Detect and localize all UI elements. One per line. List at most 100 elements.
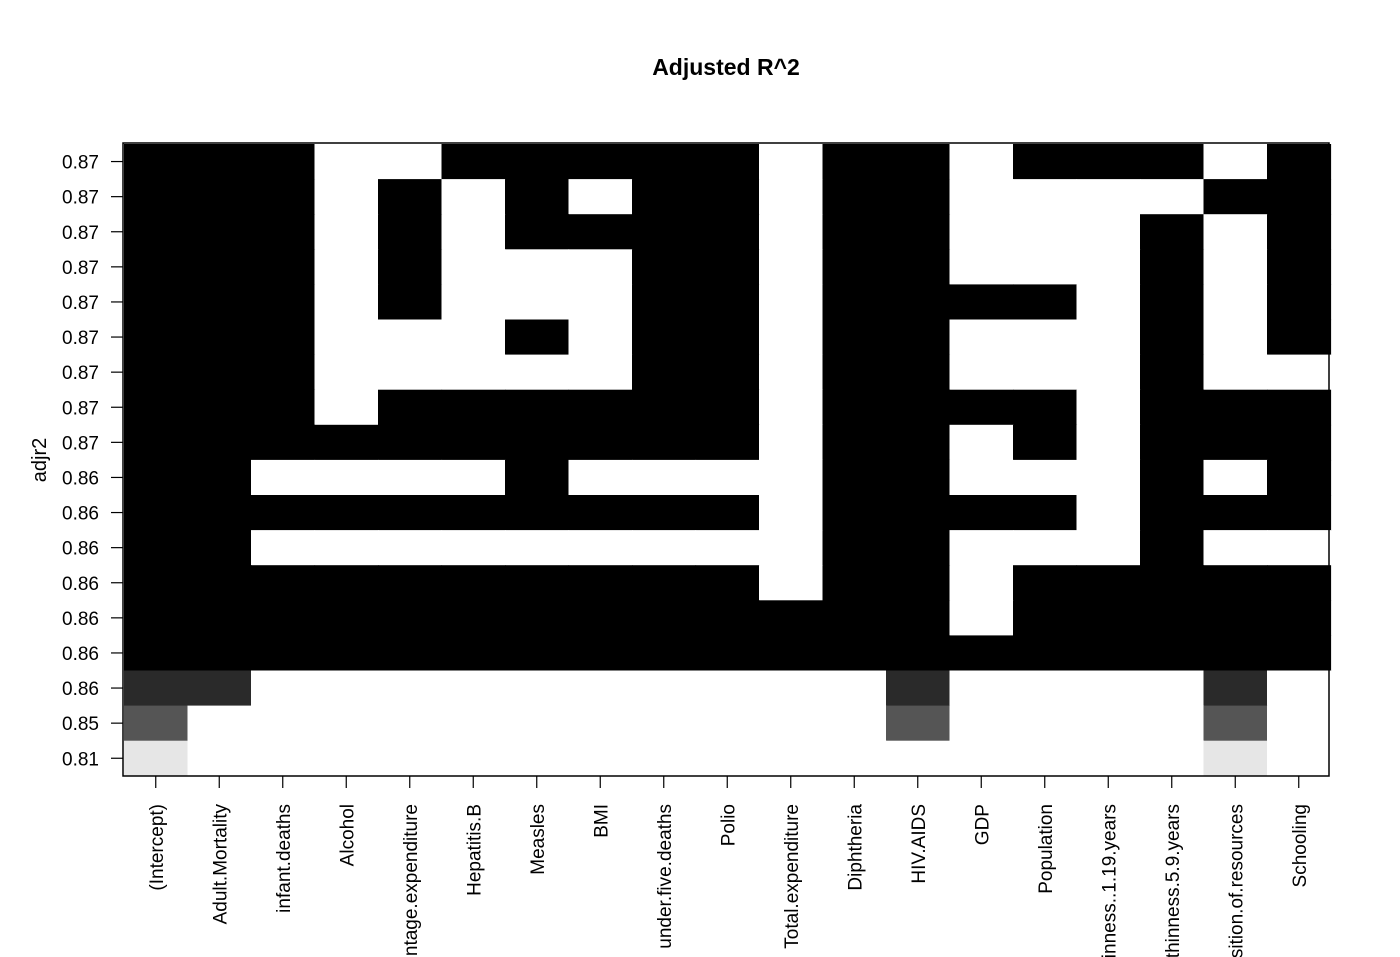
heatmap-cell: [314, 635, 379, 672]
heatmap-cell: [695, 705, 760, 742]
heatmap-cell: [759, 635, 824, 672]
heatmap-cell: [632, 705, 697, 742]
heatmap-cell: [378, 565, 443, 601]
x-tick-label: under.five.deaths: [655, 804, 676, 949]
y-tick-label: 0.87: [62, 433, 99, 454]
heatmap-cell: [1267, 179, 1332, 215]
heatmap-cell: [822, 705, 887, 742]
heatmap-cell: [822, 600, 887, 636]
heatmap-cell: [1076, 249, 1141, 285]
heatmap-cell: [886, 249, 951, 285]
heatmap-cell: [886, 424, 951, 461]
heatmap-cell: [1203, 424, 1268, 461]
y-tick-label: 0.86: [62, 504, 99, 525]
heatmap-cell: [251, 214, 316, 250]
heatmap-cell: [251, 424, 316, 461]
heatmap-cell: [251, 670, 316, 707]
heatmap-cell: [1267, 214, 1332, 250]
heatmap-cell: [1267, 740, 1332, 777]
heatmap-cell: [505, 144, 570, 180]
heatmap-cell: [1076, 635, 1141, 672]
heatmap-cell: [886, 284, 951, 321]
heatmap-cell: [441, 424, 506, 461]
heatmap-cell: [1013, 740, 1078, 777]
heatmap-cell: [1076, 459, 1141, 496]
heatmap-cell: [822, 144, 887, 180]
y-tick-label: 0.85: [62, 714, 99, 735]
heatmap-cell: [632, 530, 697, 566]
heatmap-cell: [124, 389, 189, 426]
heatmap-cell: [822, 530, 887, 566]
heatmap-cell: [568, 530, 633, 566]
heatmap-cell: [187, 705, 252, 742]
heatmap-cell: [695, 565, 760, 601]
heatmap-cell: [822, 424, 887, 461]
x-tick-label: Measles: [528, 804, 549, 875]
heatmap-cell: [759, 705, 824, 742]
y-tick-label: 0.86: [62, 468, 99, 489]
heatmap-cell: [695, 354, 760, 391]
heatmap-cell: [505, 284, 570, 321]
heatmap-cell: [441, 565, 506, 601]
heatmap-cell: [124, 424, 189, 461]
heatmap-cell: [1013, 705, 1078, 742]
heatmap-cell: [314, 459, 379, 496]
x-tick-label: Income.composition.of.resources: [1226, 804, 1247, 957]
heatmap-cell: [632, 389, 697, 426]
heatmap-cell: [1013, 635, 1078, 672]
heatmap-cell: [505, 249, 570, 285]
heatmap-cell: [949, 424, 1014, 461]
heatmap-cell: [568, 284, 633, 321]
heatmap-cell: [378, 249, 443, 285]
heatmap-cell: [568, 389, 633, 426]
heatmap-cell: [1076, 179, 1141, 215]
heatmap-cell: [1140, 424, 1205, 461]
heatmap-cell: [949, 144, 1014, 180]
heatmap-cell: [886, 179, 951, 215]
heatmap-cell: [1076, 705, 1141, 742]
heatmap-cell: [441, 635, 506, 672]
heatmap-cell: [695, 670, 760, 707]
heatmap-cell: [568, 144, 633, 180]
heatmap-cell: [1267, 530, 1332, 566]
heatmap-cell: [314, 144, 379, 180]
x-axis: (Intercept) Adult.Mortality infant.deaths A…: [147, 776, 1311, 957]
x-tick-label: percentage.expenditure: [401, 804, 422, 957]
y-tick-label: 0.87: [62, 188, 99, 209]
y-tick-label: 0.86: [62, 539, 99, 560]
heatmap-cell: [695, 424, 760, 461]
heatmap-cell: [1267, 565, 1332, 601]
heatmap-cell: [1203, 354, 1268, 391]
heatmap-cell: [1203, 144, 1268, 180]
heatmap-cell: [314, 705, 379, 742]
heatmap-cell: [886, 600, 951, 636]
heatmap-cell: [759, 459, 824, 496]
heatmap-cell: [1140, 740, 1205, 777]
heatmap-cell: [251, 530, 316, 566]
heatmap-cell: [1076, 319, 1141, 356]
heatmap-cell: [632, 670, 697, 707]
heatmap-cell: [1203, 600, 1268, 636]
heatmap-cell: [886, 214, 951, 250]
heatmap-cell: [441, 249, 506, 285]
heatmap-cell: [759, 284, 824, 321]
heatmap-cell: [251, 705, 316, 742]
heatmap-cell: [822, 319, 887, 356]
heatmap-cell: [314, 214, 379, 250]
heatmap-cell: [187, 740, 252, 777]
heatmap-cell: [124, 565, 189, 601]
x-tick-label: GDP: [972, 804, 993, 845]
heatmap-cell: [568, 424, 633, 461]
heatmap-cell: [695, 214, 760, 250]
heatmap-cell: [505, 740, 570, 777]
y-tick-label: 0.86: [62, 679, 99, 700]
heatmap-cell: [124, 530, 189, 566]
x-tick-label: Population: [1036, 804, 1057, 894]
heatmap-cell: [505, 530, 570, 566]
heatmap-cell: [314, 495, 379, 531]
heatmap-cell: [759, 354, 824, 391]
x-tick-label: Polio: [718, 804, 739, 846]
heatmap-cell: [1013, 565, 1078, 601]
plot-frame: [122, 142, 1330, 777]
